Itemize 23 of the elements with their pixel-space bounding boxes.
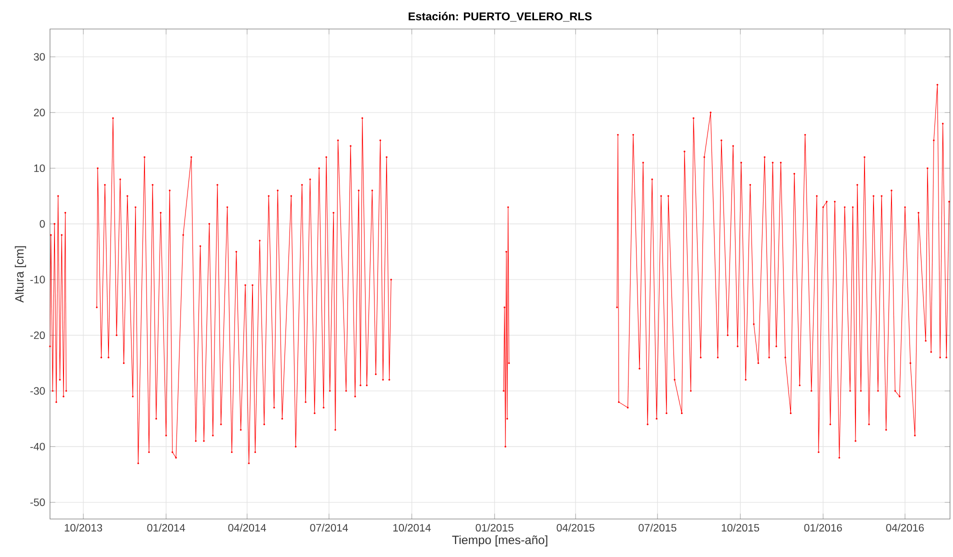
x-tick-label: 01/2016	[804, 524, 842, 532]
x-tick-label: 01/2014	[147, 524, 186, 532]
y-tick-label: 10	[34, 164, 45, 172]
y-tick-label: -40	[30, 442, 45, 450]
y-tick-label: -30	[30, 387, 45, 395]
x-tick-label: 07/2014	[310, 524, 348, 532]
y-axis-title: Altura [cm]	[14, 246, 26, 303]
y-tick-label: -10	[30, 276, 45, 284]
x-tick-label: 04/2016	[886, 524, 924, 532]
y-tick-label: 30	[34, 53, 45, 61]
y-tick-label: -50	[30, 498, 45, 506]
x-tick-label: 07/2015	[638, 524, 676, 532]
chart-title: Estación: PUERTO_VELERO_RLS	[408, 12, 592, 22]
x-tick-label: 10/2015	[722, 524, 760, 532]
x-tick-label: 04/2014	[228, 524, 266, 532]
x-axis-title: Tiempo [mes-año]	[452, 535, 548, 547]
x-tick-label: 10/2013	[64, 524, 102, 532]
x-tick-label: 04/2015	[556, 524, 594, 532]
y-tick-label: -20	[30, 331, 45, 340]
y-tick-label: 0	[40, 220, 45, 228]
x-tick-label: 10/2014	[393, 524, 431, 532]
y-tick-label: 20	[34, 108, 45, 116]
x-tick-label: 01/2015	[476, 524, 514, 532]
